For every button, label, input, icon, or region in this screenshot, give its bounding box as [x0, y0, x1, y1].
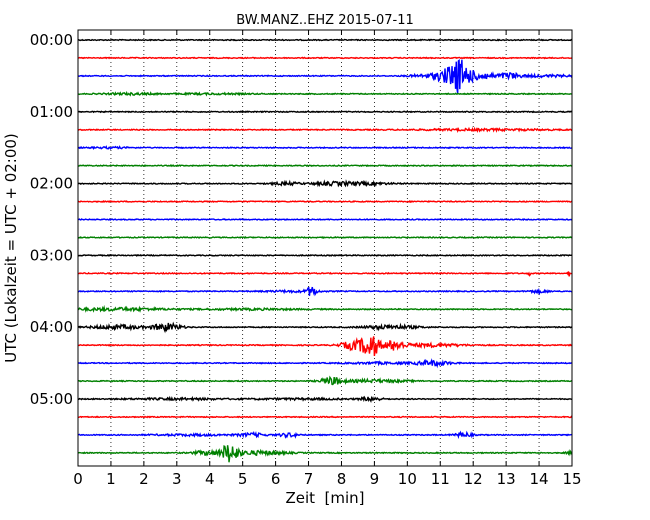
y-axis-ticks: 00:00 01:00 02:00 03:00 04:00 05:00 — [30, 31, 572, 408]
trace-0515 — [77, 415, 573, 419]
trace-0215 — [77, 200, 573, 204]
x-tick-label: 4 — [205, 470, 215, 488]
trace-0500 — [77, 395, 573, 404]
trace-0030 — [77, 59, 573, 94]
trace-0245 — [77, 235, 573, 240]
trace-0100 — [77, 110, 573, 114]
chart-title: BW.MANZ..EHZ 2015-07-11 — [236, 13, 414, 28]
trace-0230 — [77, 217, 573, 221]
y-tick-label: 00:00 — [30, 31, 73, 49]
trace-0400 — [77, 321, 573, 334]
trace-0530 — [77, 430, 573, 440]
x-axis-label: Zeit [min] — [285, 489, 364, 507]
trace-0115 — [77, 126, 573, 134]
trace-0430 — [77, 358, 573, 369]
x-tick-label: 0 — [73, 470, 83, 488]
trace-0345 — [78, 304, 573, 313]
x-tick-label: 9 — [370, 470, 380, 488]
x-tick-label: 14 — [530, 470, 549, 488]
x-axis-ticks: 0 1 2 3 4 5 6 7 8 9 10 11 12 13 14 15 — [73, 30, 582, 488]
trace-0315 — [77, 271, 573, 277]
trace-group — [77, 38, 573, 463]
trace-0200 — [77, 179, 573, 188]
x-tick-label: 1 — [106, 470, 116, 488]
x-tick-label: 8 — [337, 470, 347, 488]
trace-0300 — [77, 253, 573, 257]
x-tick-label: 7 — [304, 470, 314, 488]
x-tick-label: 11 — [431, 470, 450, 488]
y-tick-label: 05:00 — [30, 390, 73, 408]
x-tick-label: 6 — [271, 470, 281, 488]
x-tick-label: 2 — [139, 470, 149, 488]
y-tick-label: 02:00 — [30, 175, 73, 193]
plot-frame — [77, 29, 573, 467]
trace-0145 — [77, 164, 573, 168]
x-tick-label: 12 — [464, 470, 483, 488]
y-axis-label: UTC (Lokalzeit = UTC + 02:00) — [2, 133, 20, 363]
x-tick-label: 10 — [398, 470, 417, 488]
x-tick-label: 3 — [172, 470, 182, 488]
y-tick-label: 04:00 — [30, 318, 73, 336]
trace-0000 — [77, 38, 573, 42]
y-tick-label: 01:00 — [30, 103, 73, 121]
x-tick-label: 13 — [497, 470, 516, 488]
y-tick-label: 03:00 — [30, 246, 73, 264]
trace-0445 — [77, 375, 573, 386]
x-tick-label: 15 — [562, 470, 581, 488]
trace-0545 — [77, 445, 573, 463]
trace-0330 — [77, 286, 573, 297]
trace-0015 — [77, 56, 573, 60]
trace-0415 — [77, 336, 573, 357]
trace-0130 — [77, 145, 573, 150]
trace-0045 — [77, 90, 573, 97]
grid-lines — [110, 30, 540, 466]
x-tick-label: 5 — [238, 470, 248, 488]
